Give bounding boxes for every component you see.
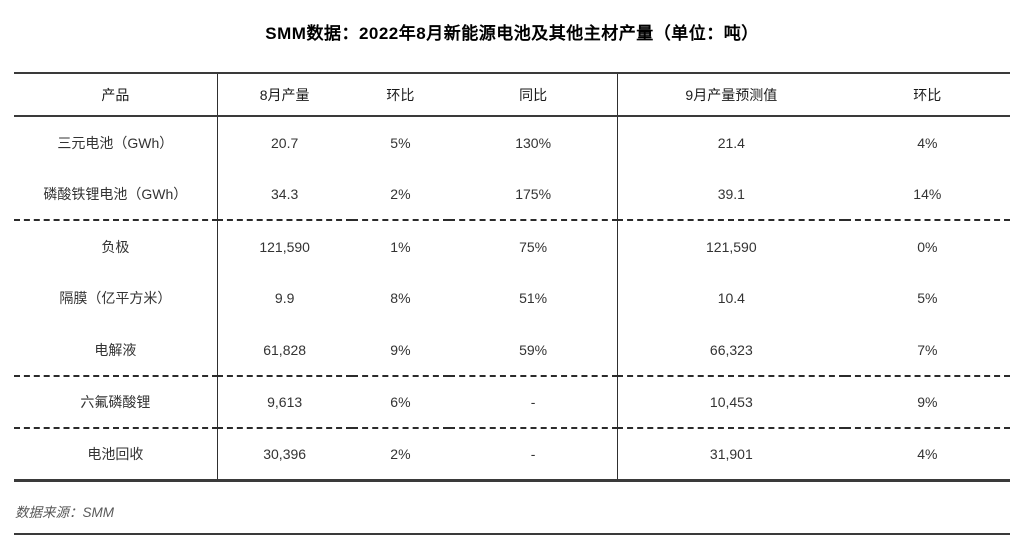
table-cell: 7% bbox=[917, 341, 938, 358]
table-cell: 59% bbox=[449, 324, 619, 376]
table-cell: 34.3 bbox=[271, 185, 299, 202]
header-row: 产品 8月产量 环比 同比 9月产量预测值 环比 bbox=[14, 73, 1010, 116]
table-cell: 75% bbox=[449, 220, 619, 272]
table-cell: 51% bbox=[449, 272, 619, 324]
table-cell: 175% bbox=[449, 168, 619, 220]
table-cell: 1% bbox=[390, 238, 411, 255]
table-row: 六氟磷酸锂 9,613 6% - 10,453 9% bbox=[14, 376, 1010, 428]
table-cell: 10,453 bbox=[709, 394, 753, 410]
table-cell: 0% bbox=[917, 238, 938, 255]
column-header-product: 产品 bbox=[14, 73, 218, 116]
data-source-note: 数据来源：SMM bbox=[15, 504, 114, 520]
page-title: SMM数据：2022年8月新能源电池及其他主材产量（单位：吨） bbox=[265, 24, 759, 43]
table-cell: 39.1 bbox=[717, 185, 745, 202]
table-cell: 9% bbox=[390, 341, 411, 358]
table-row: 隔膜（亿平方米） 9.9 8% 51% 10.4 5% bbox=[14, 272, 1010, 324]
table-cell: 5% bbox=[390, 134, 411, 151]
table-cell: 9% bbox=[917, 394, 938, 410]
column-header-mom: 环比 bbox=[386, 86, 415, 103]
table-cell: - bbox=[449, 428, 619, 480]
product-name-cell: 磷酸铁锂电池（GWh） bbox=[14, 168, 218, 220]
table-cell: 4% bbox=[917, 445, 938, 462]
product-name-cell: 电池回收 bbox=[14, 428, 218, 480]
table-cell: 9,613 bbox=[267, 394, 303, 410]
table-cell: 14% bbox=[913, 185, 942, 202]
table-row: 电解液 61,828 9% 59% 66,323 7% bbox=[14, 324, 1010, 376]
product-name-cell: 六氟磷酸锂 bbox=[14, 376, 218, 428]
table-row: 负极 121,590 1% 75% 121,590 0% bbox=[14, 220, 1010, 272]
bottom-divider bbox=[14, 532, 1010, 535]
product-name-cell: 负极 bbox=[14, 220, 218, 272]
production-table: 产品 8月产量 环比 同比 9月产量预测值 环比 三元电池（GWh） 20.7 … bbox=[14, 72, 1010, 482]
table-cell: 21.4 bbox=[717, 134, 745, 151]
column-header-yoy: 同比 bbox=[449, 73, 619, 116]
column-header-sep-forecast: 9月产量预测值 bbox=[685, 86, 778, 103]
table-cell: 5% bbox=[917, 290, 938, 306]
table-cell: 9.9 bbox=[274, 290, 295, 306]
product-name-cell: 隔膜（亿平方米） bbox=[14, 272, 218, 324]
table-cell: 30,396 bbox=[263, 445, 307, 462]
table-cell: 61,828 bbox=[263, 341, 307, 358]
table-cell: 8% bbox=[390, 290, 411, 306]
table-row: 电池回收 30,396 2% - 31,901 4% bbox=[14, 428, 1010, 480]
table-cell: 20.7 bbox=[271, 134, 299, 151]
table-cell: 31,901 bbox=[709, 445, 753, 462]
table-cell: 10.4 bbox=[717, 290, 745, 306]
table-cell: 121,590 bbox=[259, 238, 310, 255]
column-header-aug-output: 8月产量 bbox=[259, 86, 310, 103]
table-row: 三元电池（GWh） 20.7 5% 130% 21.4 4% bbox=[14, 116, 1010, 168]
table-cell: 130% bbox=[449, 116, 619, 168]
table-row: 磷酸铁锂电池（GWh） 34.3 2% 175% 39.1 14% bbox=[14, 168, 1010, 220]
table-cell: 121,590 bbox=[706, 238, 757, 255]
table-cell: - bbox=[449, 376, 619, 428]
table-cell: 4% bbox=[917, 134, 938, 151]
table-cell: 66,323 bbox=[709, 341, 753, 358]
table-cell: 2% bbox=[390, 445, 411, 462]
table-cell: 6% bbox=[390, 394, 411, 410]
product-name-cell: 三元电池（GWh） bbox=[14, 116, 218, 168]
column-header-mom2: 环比 bbox=[913, 86, 942, 103]
table-cell: 2% bbox=[390, 185, 411, 202]
product-name-cell: 电解液 bbox=[14, 324, 218, 376]
